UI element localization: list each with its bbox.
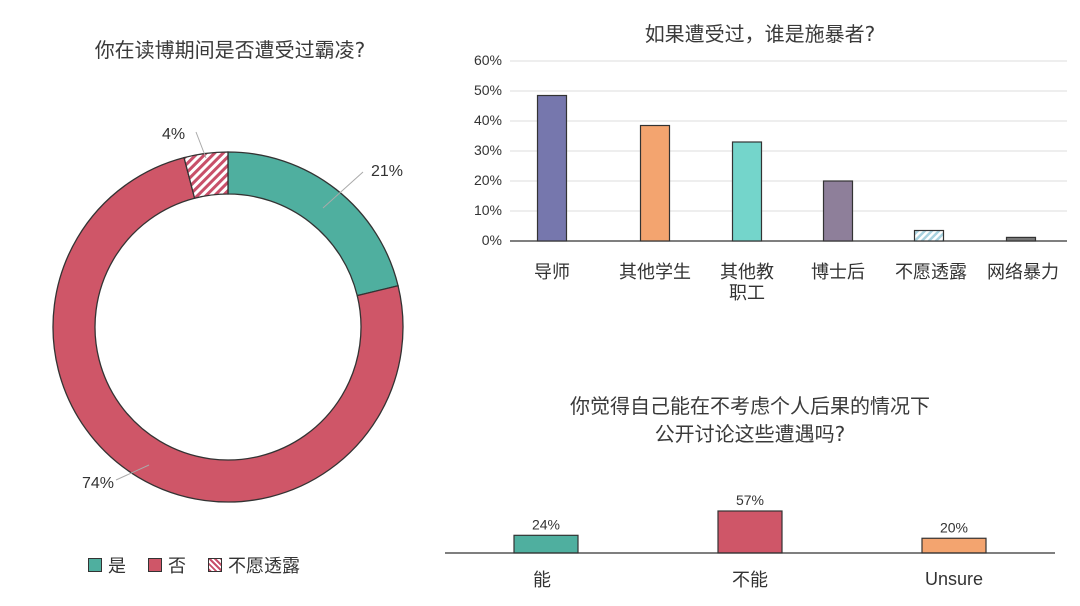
legend-label-yes: 是 — [108, 556, 126, 577]
discuss-chart-title-line1: 你觉得自己能在不考虑个人后果的情况下 — [570, 394, 930, 418]
bar-cat-postdoc: 博士后 — [811, 262, 865, 283]
discuss-label-unsure: 20% — [940, 519, 968, 535]
discuss-chart-plot: 24% 57% 20% — [445, 492, 1055, 554]
bar-advisor — [536, 94, 568, 242]
bar-cat-undisclosed: 不愿透露 — [895, 262, 967, 283]
legend-label-no: 否 — [168, 556, 186, 577]
donut-slice-undisclosed — [183, 151, 229, 200]
bar-cat-other-staff-line2: 职工 — [729, 283, 765, 304]
y-tick-30: 30% — [473, 142, 502, 158]
y-tick-0: 0% — [481, 232, 502, 248]
donut-slice-no — [52, 156, 404, 503]
leader-line-no — [115, 464, 150, 481]
discuss-cat-yes: 能 — [533, 570, 551, 591]
bar-chart-plot — [510, 60, 1067, 242]
donut-chart-title: 你在读博期间是否遭受过霸凌? — [94, 38, 366, 62]
y-tick-10: 10% — [473, 202, 502, 218]
y-tick-50: 50% — [473, 82, 502, 98]
legend-item-no: 否 — [148, 552, 186, 578]
donut-label-undisclosed: 4% — [162, 126, 186, 143]
y-tick-60: 60% — [473, 52, 502, 68]
donut-label-no: 74% — [82, 475, 115, 492]
bar-other-staff — [731, 141, 763, 242]
bar-cat-advisor: 导师 — [534, 262, 570, 283]
donut-legend: 是 否 不愿透露 — [88, 552, 300, 578]
bar-cyberbullying — [1005, 236, 1037, 242]
discuss-chart-title-line2: 公开讨论这些遭遇吗? — [654, 422, 846, 446]
leader-line-yes — [322, 171, 364, 209]
discuss-bar-unsure — [921, 537, 987, 554]
legend-item-undisclosed: 不愿透露 — [208, 552, 300, 578]
bar-cat-other-staff: 其他教 职工 — [707, 262, 787, 304]
donut-chart — [52, 131, 404, 503]
legend-swatch-undisclosed — [208, 558, 222, 572]
bar-postdoc — [822, 180, 854, 242]
bar-undisclosed — [913, 229, 945, 242]
bar-cat-other-staff-line1: 其他教 — [720, 262, 774, 283]
discuss-label-no: 57% — [736, 492, 764, 508]
bar-other-students — [639, 124, 671, 242]
bar-cat-cyberbullying: 网络暴力 — [987, 262, 1059, 283]
bar-chart-title: 如果遭受过，谁是施暴者? — [644, 22, 876, 46]
discuss-bar-yes — [513, 534, 579, 554]
discuss-bar-no — [717, 510, 783, 554]
legend-swatch-no — [148, 558, 162, 572]
discuss-cat-no: 不能 — [732, 570, 768, 591]
legend-label-undisclosed: 不愿透露 — [228, 556, 300, 577]
bar-chart-y-axis: 60% 50% 40% 30% 20% 10% 0% — [462, 52, 506, 252]
discuss-chart-title: 你觉得自己能在不考虑个人后果的情况下 公开讨论这些遭遇吗? — [500, 392, 1000, 448]
donut-label-yes: 21% — [371, 163, 404, 180]
discuss-label-yes: 24% — [532, 516, 560, 532]
y-tick-20: 20% — [473, 172, 502, 188]
leader-line-undisclosed — [195, 131, 207, 159]
bar-cat-other-students: 其他学生 — [619, 262, 691, 283]
y-tick-40: 40% — [473, 112, 502, 128]
legend-item-yes: 是 — [88, 552, 126, 578]
legend-swatch-yes — [88, 558, 102, 572]
discuss-cat-unsure: Unsure — [924, 569, 984, 589]
